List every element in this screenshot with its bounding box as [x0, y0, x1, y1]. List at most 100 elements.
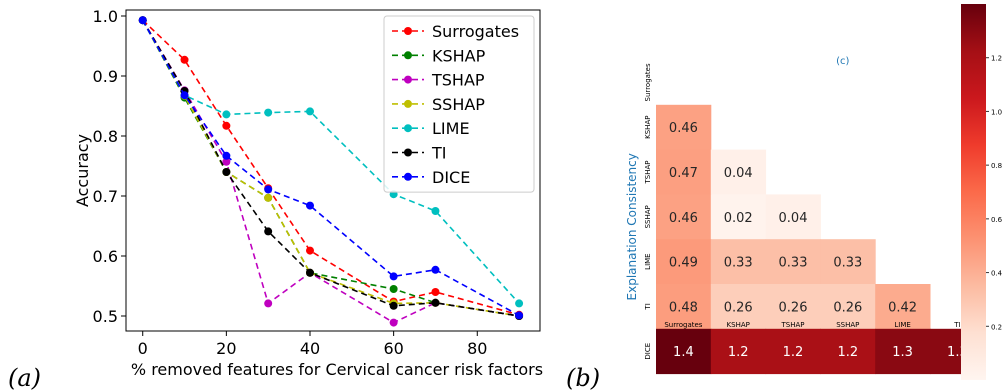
heatmap-x-label: SSHAP	[836, 321, 859, 329]
heatmap-cell	[765, 194, 821, 240]
data-point	[264, 185, 273, 194]
data-point	[306, 201, 314, 210]
colorbar-tick-label: 0.8	[991, 162, 1002, 170]
y-tick-label: 0.5	[93, 307, 118, 326]
legend-marker	[404, 124, 412, 133]
legend-label: LIME	[432, 119, 470, 138]
data-point	[515, 311, 524, 320]
series-line	[142, 19, 520, 316]
x-axis-label: % removed features for Cervical cancer r…	[131, 360, 543, 379]
heatmap-cell-value: 0.04	[724, 166, 753, 181]
y-axis-label: Accuracy	[73, 134, 92, 207]
y-axis: 0.5 0.6 0.7 0.8 0.9 1.0	[93, 7, 126, 326]
heatmap-x-label: Surrogates	[664, 321, 702, 329]
legend-marker	[404, 75, 412, 84]
x-tick-label: 60	[383, 339, 403, 358]
data-point	[431, 288, 440, 296]
legend-entry: DICE	[392, 168, 470, 187]
legend-marker	[404, 172, 412, 181]
legend-label: SSHAP	[432, 95, 485, 114]
legend-label: DICE	[432, 168, 470, 187]
heatmap-title: (c)	[836, 56, 849, 67]
legend-entry: Surrogates	[392, 22, 519, 41]
heatmap-cell	[710, 328, 767, 375]
heatmap-cell	[820, 284, 876, 330]
legend-marker	[404, 27, 412, 35]
data-point	[389, 272, 398, 281]
heatmap-y-label-tick: DICE	[644, 343, 652, 360]
legend-entry: TI	[392, 144, 447, 163]
x-tick-label: 20	[216, 339, 236, 358]
heatmap-cell-value: 0.33	[724, 256, 753, 271]
series-dice	[138, 16, 524, 320]
heatmap-y-label: Explanation Consistency	[625, 153, 639, 300]
series-line	[142, 19, 520, 317]
legend-entry: TSHAP	[392, 71, 485, 90]
heatmap-cell	[765, 328, 821, 375]
panel-label-b: (b)	[566, 364, 600, 392]
heatmap-cell-value: 0.46	[669, 211, 698, 226]
heatmap-cells: 0.46 0.47 0.04 0.46 0.02 0.04 0.49 0.33 0.33 0.33…	[656, 104, 986, 375]
data-point	[180, 91, 189, 100]
heatmap-y-tick-labels: Surrogates KSHAP TSHAP SSHAP LIME TI DICE	[644, 63, 652, 360]
data-point	[264, 193, 273, 202]
heatmap-cell-value: 0.26	[779, 300, 808, 315]
heatmap-y-label-tick: TSHAP	[644, 161, 652, 185]
heatmap-cell	[765, 239, 821, 285]
legend-marker	[404, 51, 412, 60]
heatmap-x-label: TSHAP	[781, 321, 805, 329]
heatmap-cell	[710, 239, 767, 285]
heatmap-cell-value: 0.33	[779, 256, 808, 271]
data-point	[389, 285, 398, 293]
x-tick-label: 40	[300, 339, 320, 358]
y-tick-label: 0.7	[93, 187, 118, 206]
data-point	[431, 265, 440, 274]
heatmap-cell	[765, 284, 821, 330]
heatmap-cell-value: 1.2	[728, 345, 749, 360]
data-point	[389, 301, 398, 310]
series-line	[142, 19, 520, 324]
heatmap-cell-value: 1.3	[892, 345, 913, 360]
heatmap-cell-value: 1.2	[783, 345, 804, 360]
heatmap-y-label-tick: KSHAP	[644, 116, 652, 139]
data-point	[431, 298, 440, 307]
legend-entry: LIME	[392, 119, 470, 138]
colorbar-tick-label: 0.2	[991, 323, 1002, 331]
data-point	[306, 268, 314, 277]
plot-frame	[125, 9, 541, 332]
data-point	[222, 110, 231, 119]
heatmap-cell-value: 0.26	[724, 300, 753, 315]
x-tick-label: 80	[467, 339, 487, 358]
data-point	[389, 318, 398, 327]
heatmap-cell	[656, 104, 712, 151]
x-axis: 0 20 40 60 80	[138, 331, 487, 358]
legend-box	[383, 15, 535, 193]
legend-label: KSHAP	[432, 46, 486, 65]
data-point	[264, 299, 273, 308]
heatmap-cell	[875, 328, 931, 375]
heatmap-cell	[875, 284, 931, 330]
heatmap-cell-value: 0.26	[833, 300, 862, 315]
heatmap-cell	[656, 194, 712, 240]
heatmap-cell-value: 0.46	[669, 121, 698, 136]
data-point	[515, 299, 524, 308]
legend-label: Surrogates	[432, 22, 519, 41]
y-tick-label: 0.6	[93, 247, 118, 266]
colorbar-tick-label: 0.6	[991, 216, 1002, 224]
consistency-heatmap: (c) Explanation Consistency 0.46 0.47 0.04…	[625, 56, 986, 375]
series-line	[142, 19, 520, 304]
colorbar-tick-label: 0.4	[991, 270, 1002, 278]
panel-label-a: (a)	[8, 364, 41, 392]
data-point	[306, 246, 314, 255]
legend-marker	[404, 148, 412, 157]
heatmap-cell-value: 0.48	[669, 300, 698, 315]
legend-marker	[404, 99, 412, 108]
heatmap-cell	[820, 328, 876, 375]
data-point	[264, 108, 273, 117]
data-point	[138, 16, 147, 25]
colorbar-ticks: 0.2 0.4 0.6 0.8 1.0 1.2	[986, 55, 1002, 331]
heatmap-y-label-tick: SSHAP	[644, 205, 652, 228]
heatmap-cell-value: 0.04	[779, 211, 808, 226]
